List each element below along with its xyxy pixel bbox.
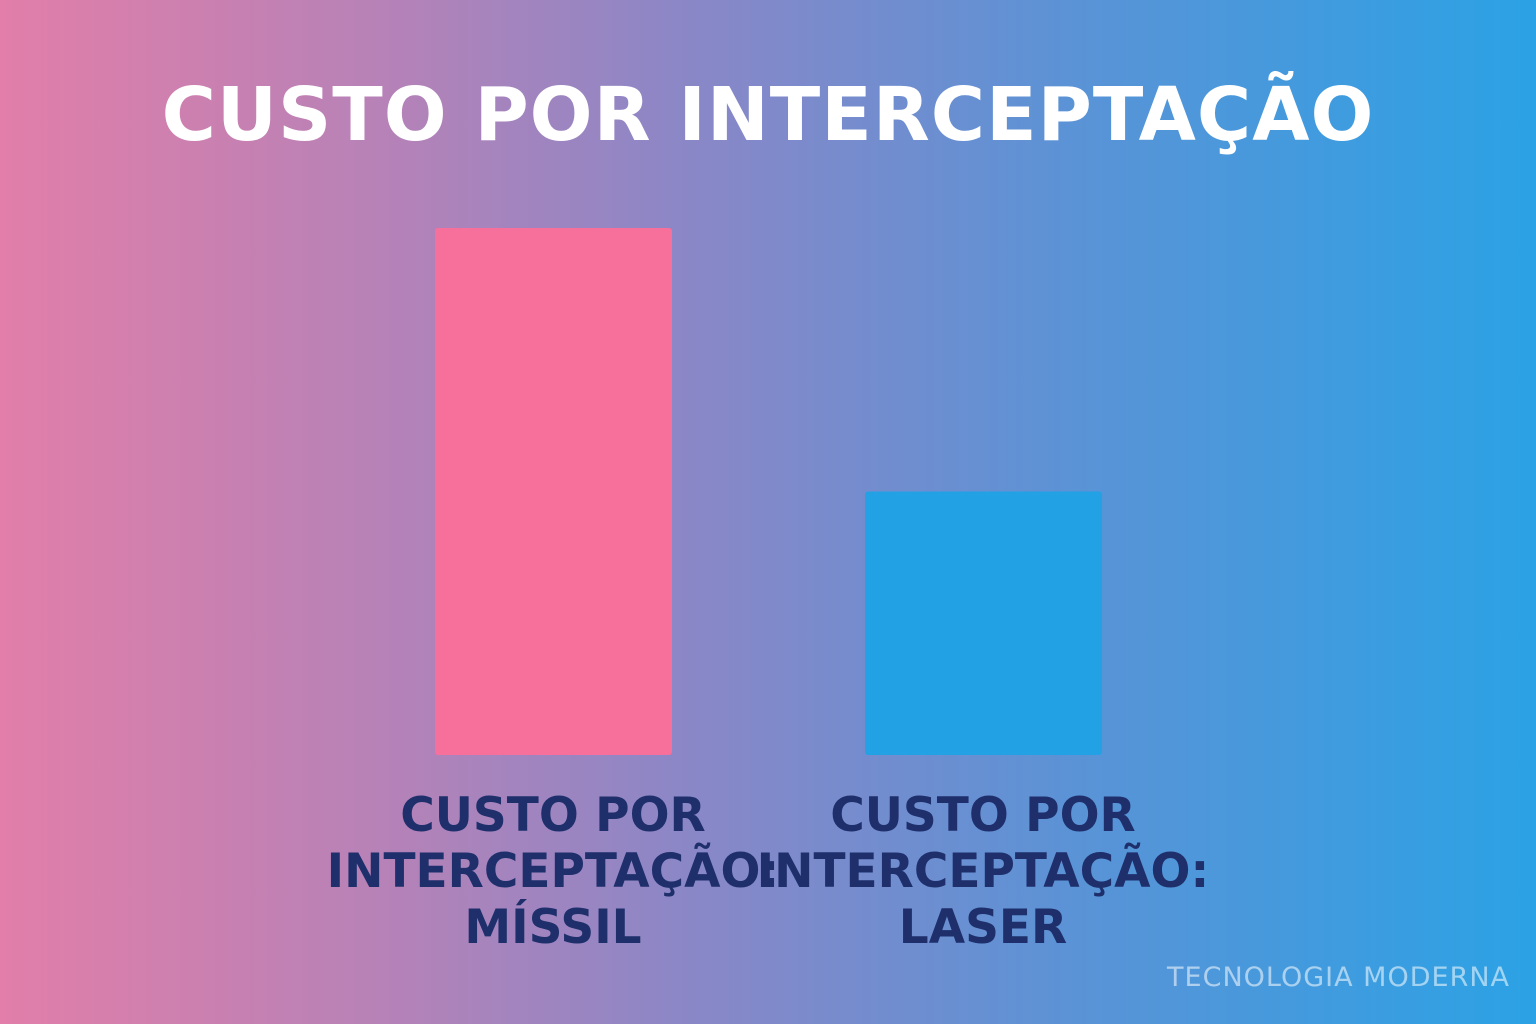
category-label-laser: CUSTO POR INTERCEPTAÇÃO: LASER bbox=[756, 788, 1210, 955]
bar-laser bbox=[865, 491, 1102, 755]
watermark-text: TECNOLOGIA MODERNA bbox=[1167, 962, 1510, 993]
category-label-missil: CUSTO POR INTERCEPTAÇÃO: MÍSSIL bbox=[326, 788, 780, 955]
bar-missil bbox=[435, 228, 672, 755]
chart-title: CUSTO POR INTERCEPTAÇÃO bbox=[161, 72, 1375, 158]
